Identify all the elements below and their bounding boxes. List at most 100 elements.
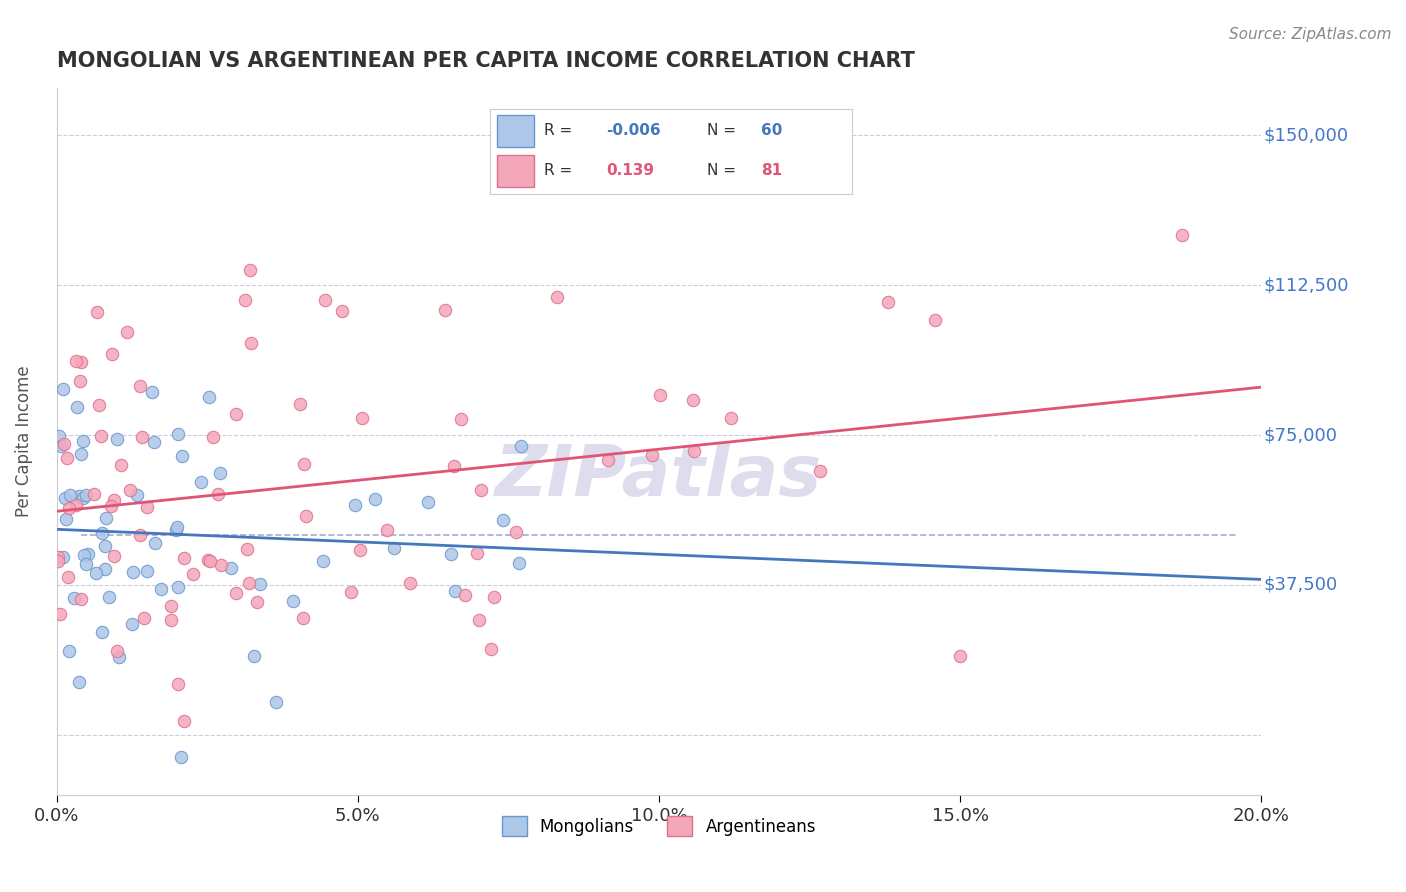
Point xyxy=(239,263,262,277)
Point xyxy=(65,353,87,368)
Point xyxy=(120,483,142,497)
Point xyxy=(159,613,181,627)
Point xyxy=(225,407,247,421)
Point xyxy=(110,458,132,472)
Point xyxy=(77,547,100,561)
Point xyxy=(295,508,318,523)
Point xyxy=(70,447,93,461)
Point xyxy=(399,576,422,591)
Point xyxy=(58,500,80,515)
Point xyxy=(48,429,70,443)
Point xyxy=(350,411,373,425)
Point xyxy=(121,617,143,632)
Point xyxy=(105,644,128,658)
Point xyxy=(209,558,232,572)
Point xyxy=(55,512,77,526)
Point xyxy=(201,430,224,444)
Point xyxy=(470,483,492,497)
Point xyxy=(453,588,475,602)
Point xyxy=(122,566,145,580)
Point xyxy=(243,648,266,663)
Point xyxy=(90,428,112,442)
Point xyxy=(344,498,367,512)
Text: $37,500: $37,500 xyxy=(1264,576,1337,594)
Y-axis label: Per Capita Income: Per Capita Income xyxy=(15,366,32,517)
Point xyxy=(314,293,336,308)
Point xyxy=(46,554,69,568)
Point xyxy=(418,495,440,509)
Point xyxy=(56,450,79,465)
Point xyxy=(509,439,531,453)
Point xyxy=(479,641,502,656)
Point xyxy=(103,549,125,563)
Point xyxy=(467,613,489,627)
Point xyxy=(283,594,305,608)
Point xyxy=(72,491,94,505)
Point xyxy=(443,459,465,474)
Point xyxy=(236,541,259,556)
Point xyxy=(198,390,221,404)
Point xyxy=(86,304,108,318)
Point xyxy=(105,432,128,446)
Point xyxy=(444,584,467,599)
Point xyxy=(131,430,153,444)
Point xyxy=(143,536,166,550)
Point xyxy=(173,714,195,728)
Point xyxy=(197,553,219,567)
Point xyxy=(349,542,371,557)
Point xyxy=(484,591,506,605)
Point xyxy=(181,567,204,582)
Point xyxy=(83,487,105,501)
Point xyxy=(207,486,229,500)
Point xyxy=(240,335,263,350)
Point xyxy=(46,549,69,564)
Point xyxy=(93,539,115,553)
Point xyxy=(67,674,90,689)
Point xyxy=(505,524,527,539)
Point xyxy=(75,557,97,571)
Point xyxy=(128,528,150,542)
Point xyxy=(63,591,86,605)
Point xyxy=(91,624,114,639)
Point xyxy=(434,303,457,318)
Point xyxy=(52,549,75,564)
Point xyxy=(363,491,385,506)
Point xyxy=(135,500,157,515)
Point xyxy=(546,290,568,304)
Point xyxy=(208,467,231,481)
Point xyxy=(70,592,93,607)
Point xyxy=(100,499,122,513)
Point xyxy=(246,594,269,608)
Point xyxy=(924,313,946,327)
Point xyxy=(492,513,515,527)
Point xyxy=(876,294,898,309)
Point xyxy=(292,457,315,471)
Point xyxy=(73,549,96,563)
Point xyxy=(249,577,271,591)
Legend: Mongolians, Argentineans: Mongolians, Argentineans xyxy=(495,809,823,843)
Point xyxy=(384,541,406,556)
Point xyxy=(53,491,76,505)
Point xyxy=(264,695,287,709)
Point xyxy=(808,464,831,478)
Point xyxy=(91,526,114,541)
Point xyxy=(94,511,117,525)
Point xyxy=(1170,227,1192,242)
Point xyxy=(75,488,97,502)
Point xyxy=(129,378,152,392)
Point xyxy=(97,591,120,605)
Point xyxy=(59,488,82,502)
Point xyxy=(330,304,353,318)
Point xyxy=(166,427,188,442)
Point xyxy=(132,611,155,625)
Text: MONGOLIAN VS ARGENTINEAN PER CAPITA INCOME CORRELATION CHART: MONGOLIAN VS ARGENTINEAN PER CAPITA INCO… xyxy=(56,51,914,70)
Point xyxy=(69,355,91,369)
Point xyxy=(107,649,129,664)
Point xyxy=(87,398,110,412)
Point xyxy=(101,346,124,360)
Point xyxy=(465,546,488,560)
Point xyxy=(166,677,188,691)
Point xyxy=(51,439,73,453)
Point xyxy=(141,384,163,399)
Point xyxy=(49,607,72,621)
